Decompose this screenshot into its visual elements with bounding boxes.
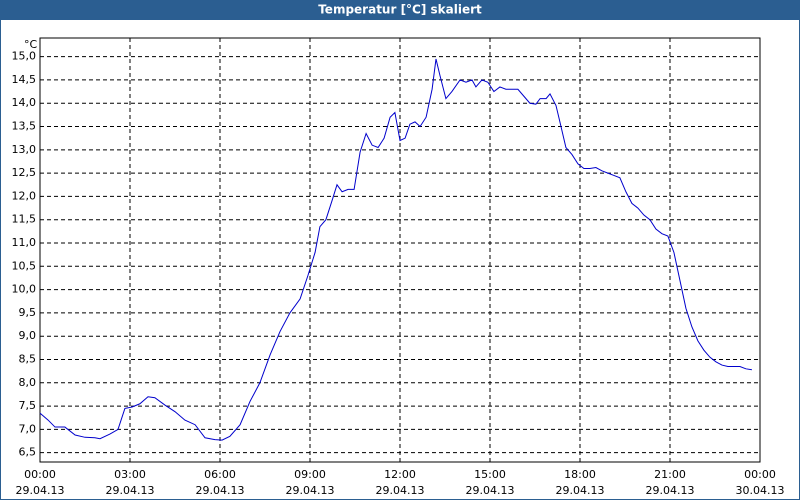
y-tick-label: 15,0 [12, 50, 37, 63]
x-tick-date: 29.04.13 [106, 484, 155, 497]
y-tick-label: 13,0 [12, 143, 37, 156]
y-tick-label: 14,0 [12, 96, 37, 109]
x-tick-date: 29.04.13 [196, 484, 245, 497]
x-tick-date: 30.04.13 [736, 484, 785, 497]
x-tick-date: 29.04.13 [556, 484, 605, 497]
x-tick-label: 12:00 [384, 468, 416, 481]
x-tick-label: 00:00 [744, 468, 776, 481]
y-tick-label: 13,5 [12, 120, 37, 133]
y-tick-label: 12,5 [12, 166, 37, 179]
y-tick-label: 11,5 [12, 213, 37, 226]
y-tick-label: 6,5 [19, 446, 37, 459]
y-tick-label: 14,5 [12, 73, 37, 86]
y-tick-label: 10,5 [12, 259, 37, 272]
x-tick-label: 03:00 [114, 468, 146, 481]
temperature-line [39, 58, 752, 441]
x-tick-label: 06:00 [204, 468, 236, 481]
title-bar [0, 0, 800, 20]
y-tick-label: 7,0 [19, 422, 37, 435]
plot-frame [39, 37, 761, 463]
x-tick-date: 29.04.13 [466, 484, 515, 497]
x-tick-date: 29.04.13 [16, 484, 65, 497]
x-tick-label: 09:00 [294, 468, 326, 481]
x-tick-date: 29.04.13 [646, 484, 695, 497]
x-tick-label: 15:00 [474, 468, 506, 481]
y-tick-label: 10,0 [12, 283, 37, 296]
y-tick-label: 12,0 [12, 189, 37, 202]
x-tick-date: 29.04.13 [376, 484, 425, 497]
x-tick-date: 29.04.13 [286, 484, 335, 497]
chart-title: Temperatur [°C] skaliert [318, 3, 482, 17]
y-unit: °C [24, 38, 38, 51]
x-tick-label: 00:00 [24, 468, 56, 481]
y-tick-label: 11,0 [12, 236, 37, 249]
x-tick-label: 21:00 [654, 468, 686, 481]
y-tick-label: 8,5 [19, 352, 37, 365]
x-tick-label: 18:00 [564, 468, 596, 481]
y-tick-label: 7,5 [19, 399, 37, 412]
y-tick-label: 9,0 [19, 329, 37, 342]
y-tick-label: 8,0 [19, 376, 37, 389]
y-tick-label: 9,5 [19, 306, 37, 319]
